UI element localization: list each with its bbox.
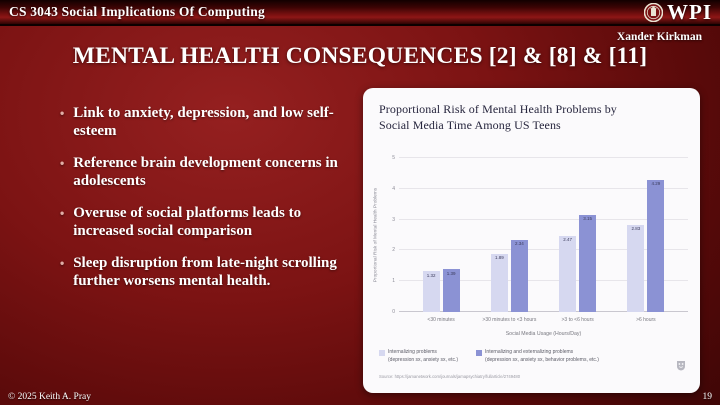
chart-x-ticks: <30 minutes >30 minutes to <3 hours >3 to … [399, 317, 688, 323]
bullet-text: Overuse of social platforms leads to inc… [73, 205, 302, 239]
bar-value-label: 3.15 [583, 216, 592, 222]
bar: 3.15 [579, 214, 597, 312]
x-tick-label: >6 hours [636, 317, 656, 323]
y-tick-label: 3 [392, 216, 395, 223]
author-name: Xander Kirkman [616, 31, 702, 43]
y-tick-label: 5 [392, 155, 395, 161]
x-tick-label: >3 to <6 hours [561, 317, 594, 323]
legend-entry: Internalizing and externalizing problems… [476, 349, 599, 364]
bullet-item: • Sleep disruption from late-night scroll… [60, 254, 352, 290]
y-tick-label: 1 [392, 278, 395, 285]
bullet-dot-icon: • [60, 206, 65, 220]
bar: 1.39 [442, 269, 460, 312]
bar-value-label: 2.47 [563, 237, 572, 243]
bar-value-label: 1.32 [426, 272, 436, 278]
bullet-item: • Reference brain development concerns in… [60, 154, 352, 190]
x-tick-label: >30 minutes to <3 hours [482, 317, 537, 323]
bullet-text: Sleep disruption from late-night scrolli… [73, 255, 337, 289]
legend-sublabel: (depression sx, anxiety sx, behavior pro… [485, 356, 599, 363]
bullet-list: • Link to anxiety, depression, and low se… [60, 104, 352, 304]
bullet-text: Reference brain development concerns in … [73, 155, 338, 189]
bar-group: 1.89 2.34 [475, 158, 543, 312]
bullet-item: • Overuse of social platforms leads to in… [60, 204, 352, 240]
chart-title: Proportional Risk of Mental Health Probl… [379, 102, 617, 133]
chart-card: Proportional Risk of Mental Health Probl… [363, 88, 700, 393]
chart-legend: Internalizing problems (depression sx, a… [379, 349, 599, 364]
gridline [399, 280, 688, 282]
bar-value-label: 2.83 [631, 226, 641, 232]
legend-swatch-light [379, 350, 385, 356]
legend-swatch-dark [476, 350, 483, 356]
bar-value-label: 4.29 [651, 181, 661, 187]
y-tick-label: 0 [392, 309, 395, 315]
bar: 1.32 [422, 271, 440, 312]
page-number: 19 [702, 392, 713, 402]
bar-group: 2.47 3.15 [544, 158, 612, 312]
gridline [399, 249, 688, 251]
bar: 2.83 [627, 224, 645, 312]
bar: 2.47 [559, 235, 577, 312]
y-tick-label: 4 [392, 185, 395, 192]
chart-groups: 1.32 1.39 1.89 2.34 2.47 3.15 2.83 4.29 [399, 158, 688, 312]
bar-group: 1.32 1.39 [407, 158, 475, 312]
gridline [399, 187, 688, 189]
bullet-dot-icon: • [60, 156, 65, 170]
gridline [399, 218, 688, 220]
bullet-item: • Link to anxiety, depression, and low se… [60, 104, 352, 140]
bar: 4.29 [647, 179, 665, 312]
chart-source: Source: https://jamanetwork.com/journals… [379, 374, 521, 379]
bar-value-label: 2.34 [514, 241, 524, 247]
wpi-logo: WPI [644, 0, 712, 25]
chart-y-axis-label: Proportional Risk of Mental Health Probl… [373, 187, 379, 283]
bar: 2.34 [510, 239, 528, 312]
bar-value-label: 1.39 [446, 270, 456, 276]
legend-sublabel: (depression sx, anxiety sx, etc.) [388, 356, 459, 363]
bullet-dot-icon: • [60, 256, 65, 270]
bullet-dot-icon: • [60, 106, 65, 120]
legend-label: Internalizing problems [388, 349, 437, 355]
bar-value-label: 1.89 [494, 255, 504, 261]
chart-x-axis-label: Social Media Usage (Hours/Day) [505, 331, 582, 337]
legend-entry: Internalizing problems (depression sx, a… [379, 349, 458, 364]
wpi-seal-icon [644, 2, 663, 22]
datawrapper-logo-icon [676, 361, 686, 371]
bar: 1.89 [490, 253, 508, 312]
y-tick-label: 2 [392, 247, 395, 254]
bar-group: 2.83 4.29 [612, 158, 680, 312]
wpi-wordmark: WPI [667, 0, 712, 24]
header-bar: CS 3043 Social Implications Of Computing… [0, 0, 720, 26]
gridline [399, 157, 688, 158]
slide-title: MENTAL HEALTH CONSEQUENCES [2] & [8] & [… [72, 43, 648, 69]
course-title: CS 3043 Social Implications Of Computing [9, 4, 265, 19]
copyright-text: © 2025 Keith A. Pray [8, 392, 91, 402]
gridline [399, 311, 688, 312]
chart-plot: 1.32 1.39 1.89 2.34 2.47 3.15 2.83 4.29 0 1 2 3 4 5 [392, 155, 688, 315]
bullet-text: Link to anxiety, depression, and low sel… [73, 105, 334, 139]
legend-label: Internalizing and externalizing problems [485, 349, 574, 355]
x-tick-label: <30 minutes [427, 317, 455, 323]
